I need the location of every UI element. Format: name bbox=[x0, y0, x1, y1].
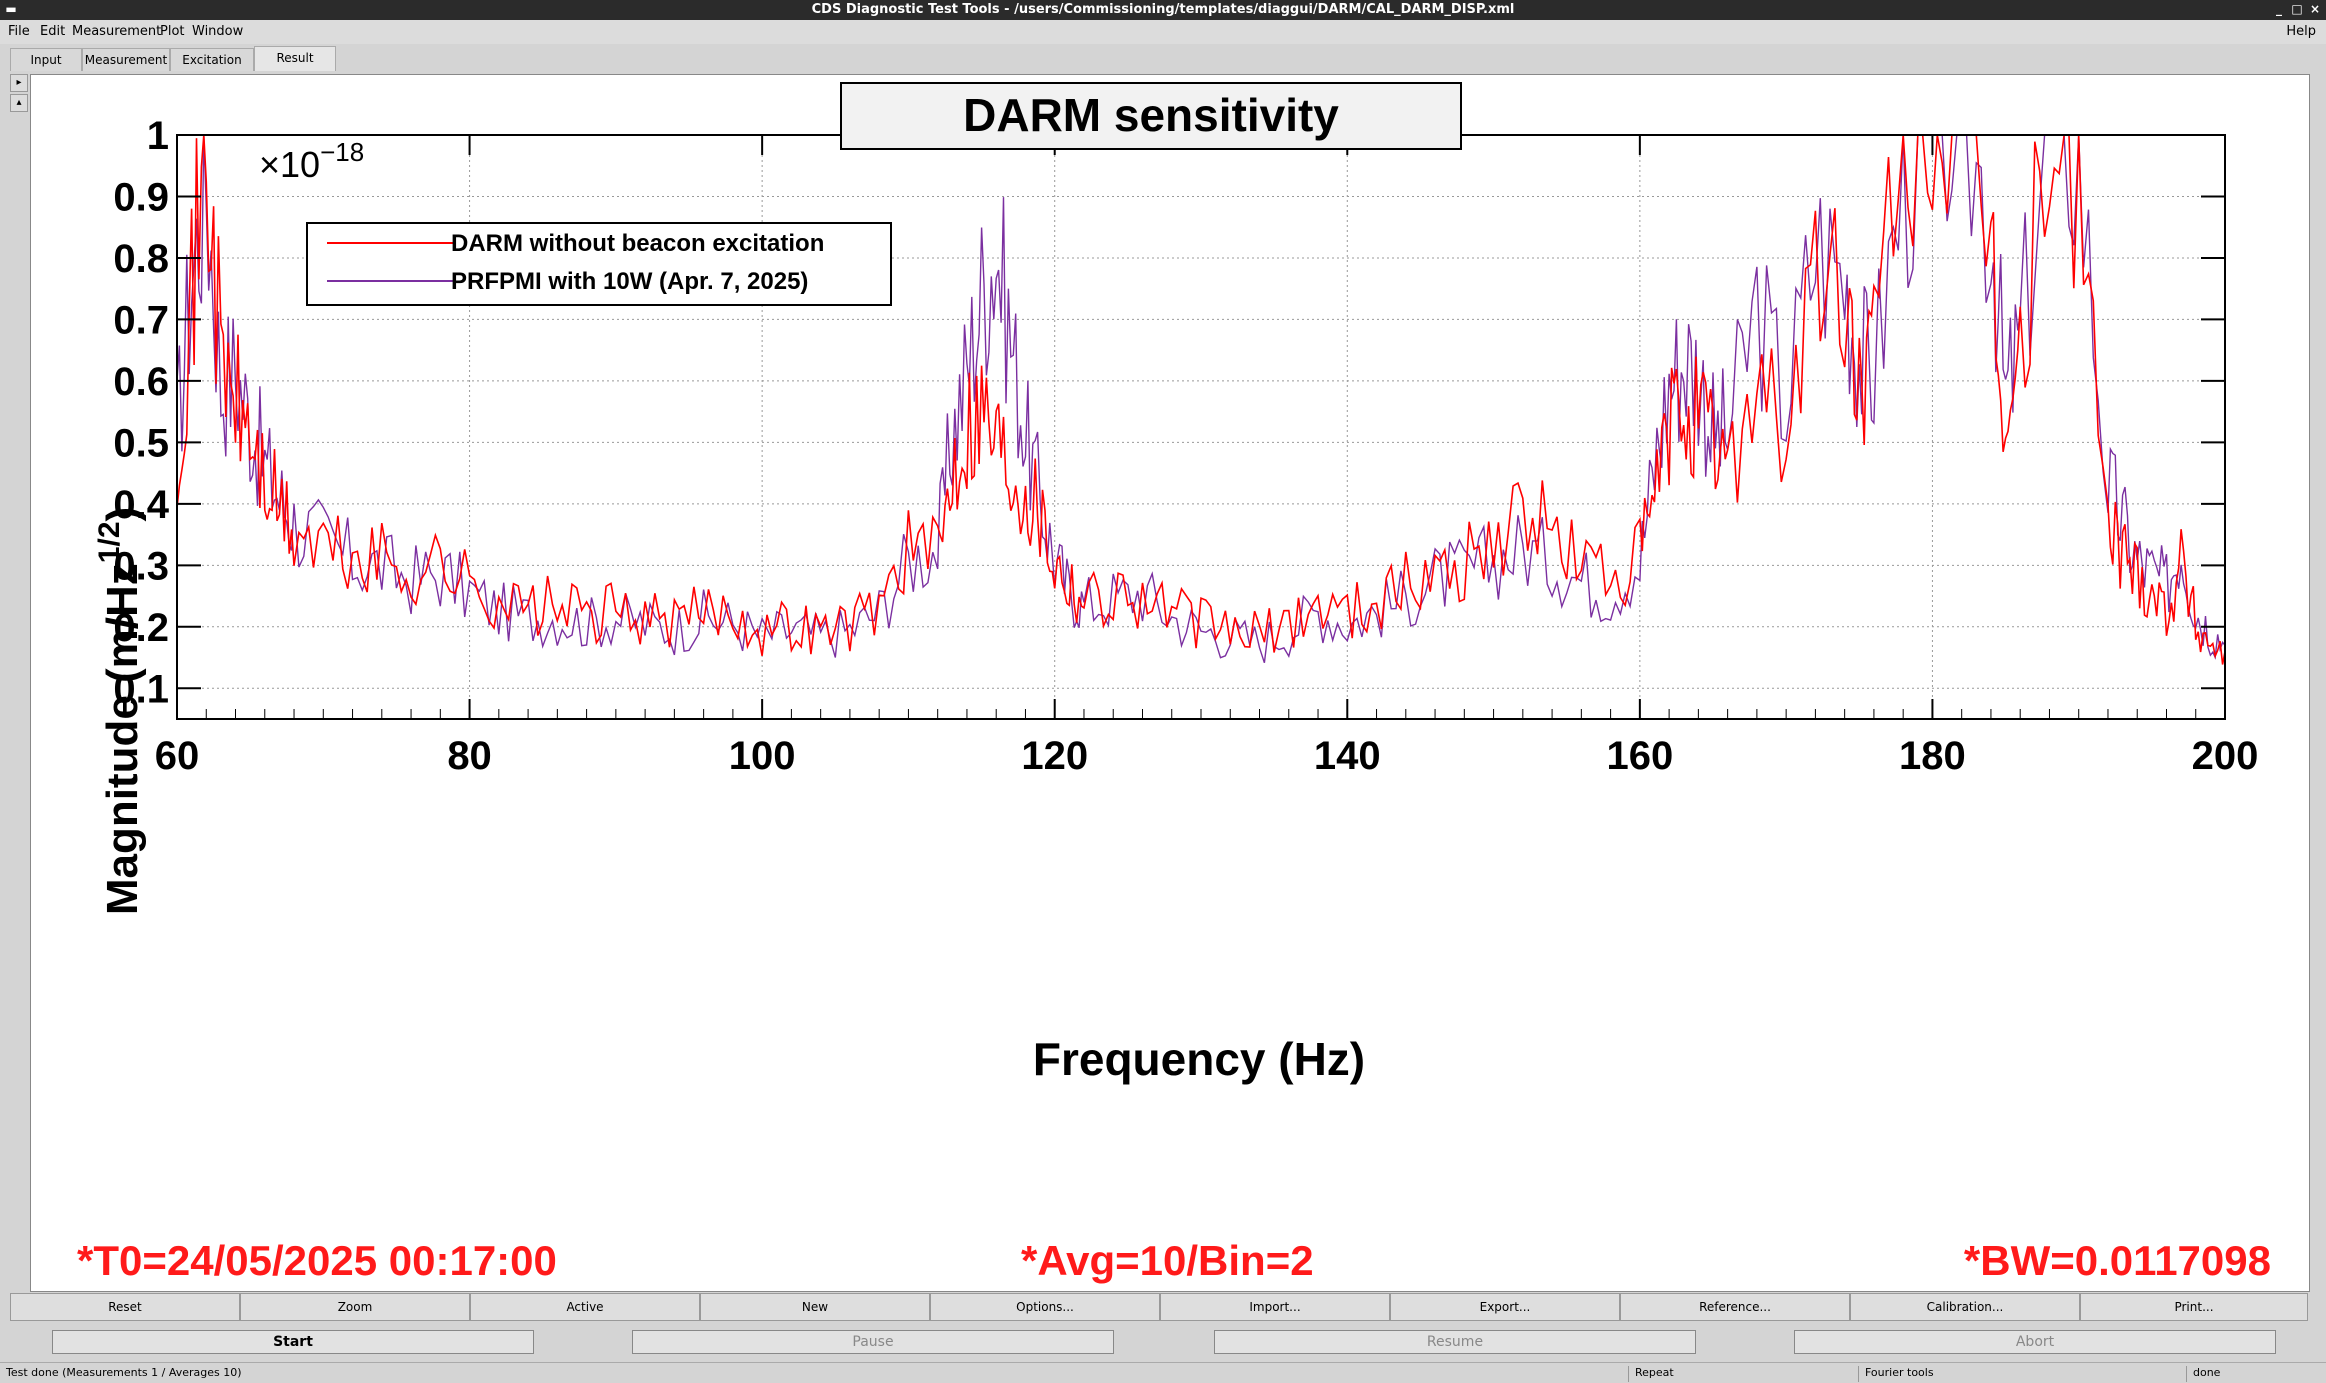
info-avg: *Avg=10/Bin=2 bbox=[1021, 1237, 1314, 1284]
menu-file[interactable]: File bbox=[8, 24, 30, 39]
new-button[interactable]: New bbox=[700, 1293, 930, 1321]
x-tick-label: 200 bbox=[2192, 734, 2259, 778]
x-axis-label: Frequency (Hz) bbox=[1033, 1033, 1365, 1085]
y-multiplier-exp: −18 bbox=[320, 137, 364, 167]
menu-edit[interactable]: Edit bbox=[40, 24, 66, 39]
y-tick-label: 0.4 bbox=[113, 483, 169, 527]
x-tick-label: 60 bbox=[155, 734, 200, 778]
zoom-button[interactable]: Zoom bbox=[240, 1293, 470, 1321]
chart-title: DARM sensitivity bbox=[963, 89, 1339, 141]
legend[interactable]: DARM without beacon excitation PRFPMI wi… bbox=[306, 222, 892, 306]
pause-button[interactable]: Pause bbox=[632, 1330, 1114, 1354]
menu-help[interactable]: Help bbox=[2286, 24, 2316, 39]
y-tick-label: 0.6 bbox=[113, 360, 169, 404]
axes-layer: 60 80 100 120 140 160 180 200 0.1 0.2 0.3 0.4 0.5 0.6… bbox=[113, 114, 2258, 778]
window-titlebar: ▬ CDS Diagnostic Test Tools - /users/Com… bbox=[0, 0, 2326, 20]
abort-button[interactable]: Abort bbox=[1794, 1330, 2276, 1354]
legend-box bbox=[306, 222, 892, 306]
series-line bbox=[176, 134, 2226, 665]
info-t0: *T0=24/05/2025 00:17:00 bbox=[77, 1237, 557, 1284]
tab-result[interactable]: Result bbox=[254, 46, 336, 71]
x-tick-label: 100 bbox=[729, 734, 796, 778]
legend-label-darm: DARM without beacon excitation bbox=[451, 230, 824, 257]
reset-button[interactable]: Reset bbox=[10, 1293, 240, 1321]
legend-label-prfpmi: PRFPMI with 10W (Apr. 7, 2025) bbox=[451, 268, 808, 295]
status-bar: Test done (Measurements 1 / Averages 10)… bbox=[0, 1362, 2326, 1383]
chart-svg[interactable]: 60 80 100 120 140 160 180 200 0.1 0.2 0.3 0.4 0.5 0.6… bbox=[31, 75, 2309, 1291]
status-message: Test done (Measurements 1 / Averages 10) bbox=[6, 1366, 242, 1379]
y-tick-label: 0.2 bbox=[113, 606, 169, 650]
active-button[interactable]: Active bbox=[470, 1293, 700, 1321]
title-box bbox=[840, 82, 1462, 150]
resume-button[interactable]: Resume bbox=[1214, 1330, 1696, 1354]
status-state: done bbox=[2186, 1366, 2220, 1382]
y-axis-label: Magnitude (m/Hz1/2) bbox=[93, 507, 147, 915]
status-repeat: Repeat bbox=[1628, 1366, 1674, 1382]
y-tick-label: 0.7 bbox=[113, 298, 169, 342]
plot-panel[interactable]: 60 80 100 120 140 160 180 200 0.1 0.2 0.3 0.4 0.5 0.6… bbox=[30, 74, 2310, 1292]
minimize-icon[interactable]: _ bbox=[2276, 2, 2282, 16]
y-tick-label: 0.9 bbox=[113, 175, 169, 219]
y-tick-label: 0.5 bbox=[113, 421, 169, 465]
y-tick-label: 0.8 bbox=[113, 237, 169, 281]
menu-measurement[interactable]: Measurement bbox=[72, 24, 162, 39]
x-tick-label: 80 bbox=[447, 734, 492, 778]
y-tick-label: 0.1 bbox=[113, 667, 169, 711]
start-button[interactable]: Start bbox=[52, 1330, 534, 1354]
x-tick-label: 160 bbox=[1606, 734, 1673, 778]
menu-window[interactable]: Window bbox=[192, 24, 244, 39]
export-button[interactable]: Export... bbox=[1390, 1293, 1620, 1321]
y-tick-label: 1 bbox=[147, 114, 169, 158]
import-button[interactable]: Import... bbox=[1160, 1293, 1390, 1321]
menu-bar: File Edit Measurement Plot Window Help bbox=[0, 20, 2326, 44]
collapse-up-icon[interactable]: ▴ bbox=[10, 94, 28, 112]
close-icon[interactable]: × bbox=[2309, 2, 2321, 16]
tab-measurement[interactable]: Measurement bbox=[82, 48, 170, 71]
x-tick-label: 180 bbox=[1899, 734, 1966, 778]
y-tick-label: 0.3 bbox=[113, 544, 169, 588]
y-multiplier: ×10−18 bbox=[259, 137, 364, 185]
y-axis-label-tail: ) bbox=[98, 507, 147, 522]
expand-right-icon[interactable]: ▸ bbox=[10, 74, 28, 92]
y-axis-label-main: Magnitude (m/Hz bbox=[98, 563, 147, 915]
window-title: CDS Diagnostic Test Tools - /users/Commi… bbox=[811, 2, 1515, 17]
plot-button-row: Reset Zoom Active New Options... Import.… bbox=[10, 1293, 2310, 1321]
tab-excitation[interactable]: Excitation bbox=[170, 48, 254, 71]
y-axis-label-sup: 1/2 bbox=[93, 521, 126, 563]
status-fourier: Fourier tools bbox=[1858, 1366, 1934, 1382]
info-bw: *BW=0.0117098 bbox=[1964, 1237, 2271, 1284]
tab-input[interactable]: Input bbox=[10, 48, 82, 71]
print-button[interactable]: Print... bbox=[2080, 1293, 2308, 1321]
maximize-icon[interactable]: □ bbox=[2291, 2, 2303, 16]
x-tick-label: 140 bbox=[1314, 734, 1381, 778]
window-menu-icon[interactable]: ▬ bbox=[5, 2, 17, 16]
series-line bbox=[176, 134, 2226, 664]
tab-bar: Input Measurement Excitation Result bbox=[0, 44, 2326, 72]
calibration-button[interactable]: Calibration... bbox=[1850, 1293, 2080, 1321]
menu-plot[interactable]: Plot bbox=[160, 24, 185, 39]
y-multiplier-base: ×10 bbox=[259, 144, 320, 185]
series-layer bbox=[176, 134, 2226, 665]
reference-button[interactable]: Reference... bbox=[1620, 1293, 1850, 1321]
control-button-row: Start Pause Resume Abort bbox=[10, 1330, 2310, 1360]
x-tick-label: 120 bbox=[1021, 734, 1088, 778]
options-button[interactable]: Options... bbox=[930, 1293, 1160, 1321]
side-controls: ▸ ▴ bbox=[10, 74, 28, 114]
